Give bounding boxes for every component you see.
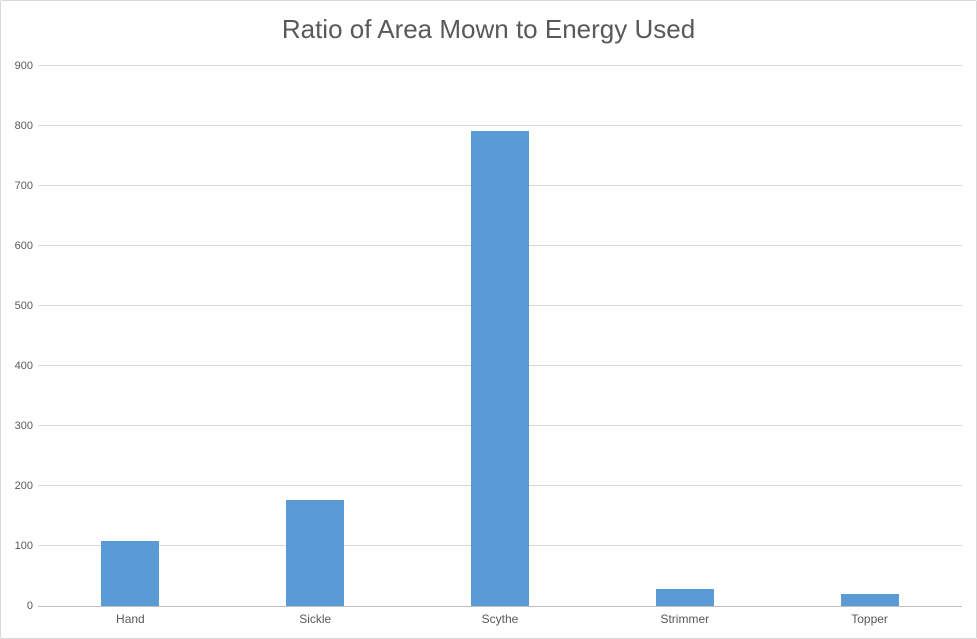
x-axis-line <box>38 606 962 607</box>
x-axis-category-label: Strimmer <box>660 612 710 626</box>
bar-sickle <box>286 499 345 606</box>
bar-topper <box>840 594 899 606</box>
y-axis-tick-label: 800 <box>14 120 33 132</box>
bar-strimmer <box>655 589 714 606</box>
y-axis-tick-label: 200 <box>14 480 33 492</box>
plot-area <box>38 65 962 607</box>
x-axis-category-label: Hand <box>116 612 145 626</box>
bar-scythe <box>471 130 529 606</box>
x-axis-category-label: Topper <box>851 612 888 626</box>
x-axis-category-label: Scythe <box>481 612 519 626</box>
chart-title: Ratio of Area Mown to Energy Used <box>281 14 696 44</box>
x-axis-category-label: Sickle <box>299 612 332 626</box>
y-axis-tick-label: 300 <box>14 420 33 432</box>
gridline <box>38 65 962 66</box>
bar-hand <box>101 541 160 606</box>
y-axis-tick-label: 900 <box>14 60 33 72</box>
y-axis-tick-label: 600 <box>14 240 33 252</box>
y-axis-tick-label: 500 <box>14 300 33 312</box>
gridline <box>38 125 962 126</box>
y-axis-tick-label: 700 <box>14 180 33 192</box>
y-axis-tick-label: 0 <box>26 600 33 612</box>
y-axis-tick-label: 400 <box>14 360 33 372</box>
y-axis-tick-label: 100 <box>14 540 33 552</box>
